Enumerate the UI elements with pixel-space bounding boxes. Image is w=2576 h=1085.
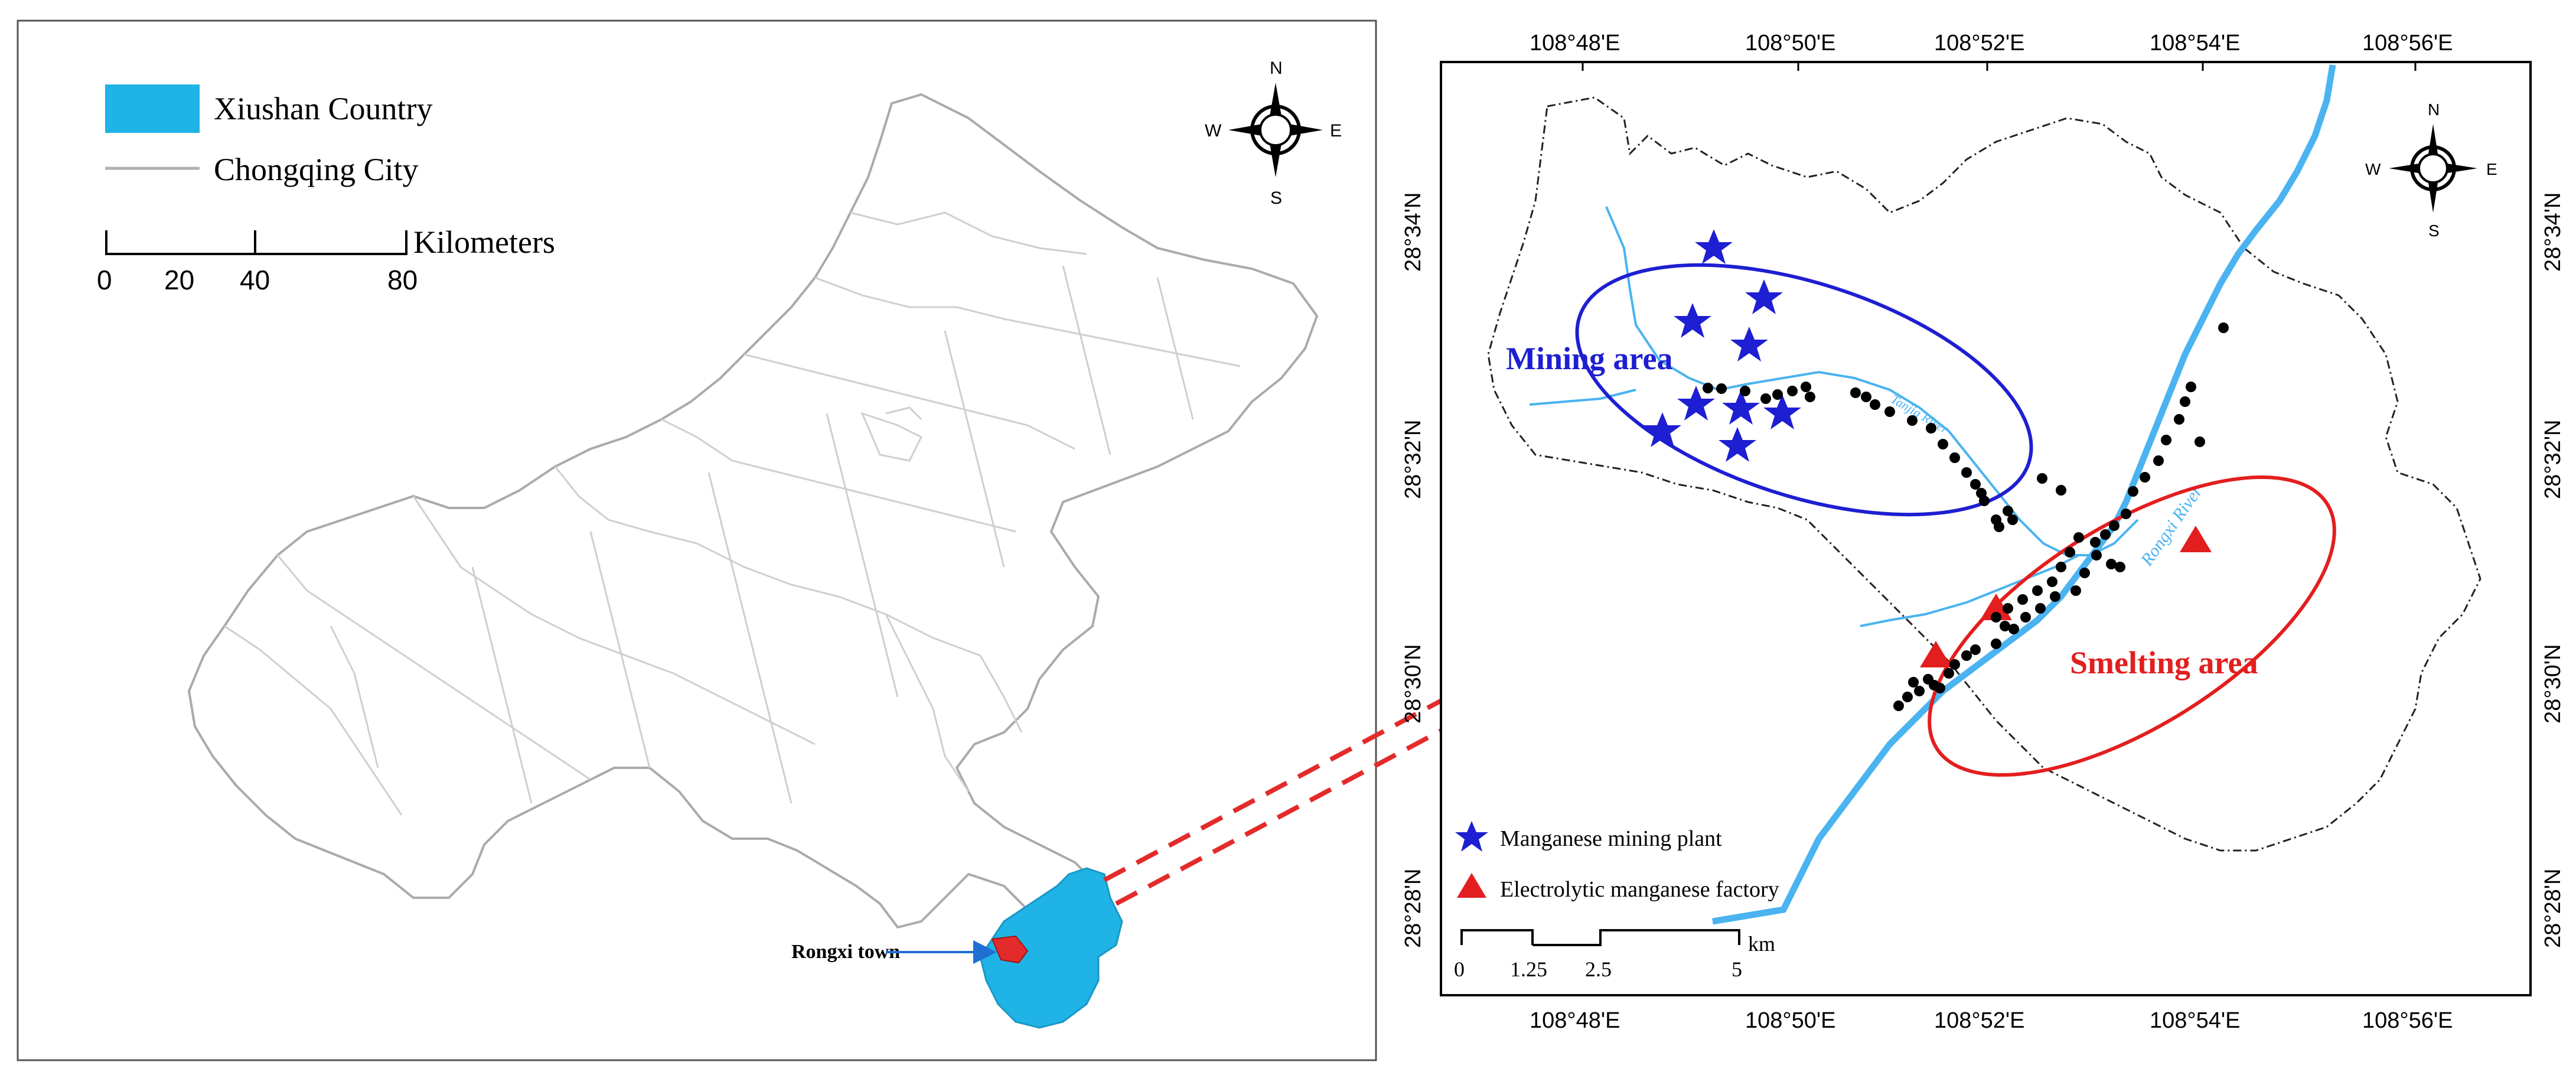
right-scale-bar xyxy=(1460,929,1740,946)
right-north-w: W xyxy=(2365,160,2381,178)
bottom-tick-52: 108°52'E xyxy=(1934,1008,2024,1033)
top-tick-48: 108°48'E xyxy=(1530,31,1620,56)
smelting-area-label: Smelting area xyxy=(2070,645,2258,680)
xiushan-county xyxy=(979,867,1123,1029)
legend-county-swatch xyxy=(105,84,200,133)
legend-star-icon xyxy=(1455,821,1488,852)
mining-plant-star-icon xyxy=(1722,390,1760,425)
bottom-tick-50: 108°50'E xyxy=(1745,1008,1835,1033)
right-tick-34: 28°34'N xyxy=(2541,193,2565,272)
chongqing-district-lines xyxy=(224,211,1241,816)
left-scale-tick-80: 80 xyxy=(387,265,418,295)
mining-plant-star-icon xyxy=(1745,279,1783,314)
rongxi-town-highlight xyxy=(991,935,1029,964)
top-tick-54: 108°54'E xyxy=(2150,31,2240,56)
legend-county-label: Xiushan Country xyxy=(214,91,433,126)
right-scale-tick-0: 0 xyxy=(1454,957,1465,981)
left-north-w: W xyxy=(1205,121,1222,141)
left-tick-32: 28°32'N xyxy=(1401,420,1426,499)
sample-points xyxy=(1703,322,2229,711)
right-scale-tick-5: 5 xyxy=(1732,957,1742,981)
rongxi-river xyxy=(1712,64,2336,925)
left-tick-34: 28°34'N xyxy=(1401,193,1426,272)
mining-area-ellipse xyxy=(1575,263,2033,517)
right-scale-tick-2-5: 2.5 xyxy=(1585,957,1612,981)
left-scale-unit: Kilometers xyxy=(413,224,555,260)
right-north-s: S xyxy=(2428,221,2440,240)
legend-factory-label: Electrolytic manganese factory xyxy=(1500,877,1779,902)
left-north-n: N xyxy=(1270,58,1283,78)
bottom-tick-56: 108°56'E xyxy=(2362,1008,2453,1033)
mining-plant-star-icon xyxy=(1730,327,1768,361)
legend-mining-plant-label: Manganese mining plant xyxy=(1500,826,1722,851)
left-scale-tick-40: 40 xyxy=(240,265,270,295)
left-north-e: E xyxy=(1330,121,1342,141)
mining-plant-star-icon xyxy=(1719,427,1756,462)
top-tick-marks xyxy=(1582,62,2417,71)
chongqing-boundary xyxy=(187,93,1319,929)
tanjia-river xyxy=(1605,206,2139,556)
top-tick-56: 108°56'E xyxy=(2362,31,2453,56)
mining-plant-markers xyxy=(1644,229,1801,462)
mining-plant-star-icon xyxy=(1674,303,1711,338)
top-tick-50: 108°50'E xyxy=(1745,31,1835,56)
factory-triangle-icon xyxy=(1980,594,2012,620)
left-scale-bar xyxy=(105,230,407,255)
mining-plant-star-icon xyxy=(1763,395,1801,429)
mining-plant-star-icon xyxy=(1677,386,1715,421)
right-north-n: N xyxy=(2428,100,2440,119)
right-north-e: E xyxy=(2486,160,2497,178)
factory-markers xyxy=(1920,526,2212,667)
right-scale-tick-1-25: 1.25 xyxy=(1510,957,1547,981)
right-tick-28: 28°28'N xyxy=(2541,869,2565,948)
right-north-arrow-icon xyxy=(2389,124,2477,213)
left-scale-tick-0: 0 xyxy=(97,265,112,295)
top-tick-52: 108°52'E xyxy=(1934,31,2024,56)
study-area-boundary xyxy=(1487,96,2482,852)
bottom-tick-54: 108°54'E xyxy=(2150,1008,2240,1033)
mining-plant-star-icon xyxy=(1695,229,1733,264)
rongxi-town-label: Rongxi town xyxy=(791,941,900,963)
right-map-frame xyxy=(1440,61,2532,996)
left-north-arrow-icon xyxy=(1228,83,1323,177)
mining-plant-star-icon xyxy=(1644,412,1681,447)
left-north-s: S xyxy=(1270,188,1282,208)
right-tick-32: 28°32'N xyxy=(2541,420,2565,499)
legend-city-label: Chongqing City xyxy=(214,152,419,187)
mining-area-label: Mining area xyxy=(1506,341,1673,376)
legend-triangle-icon xyxy=(1457,873,1486,898)
left-tick-28: 28°28'N xyxy=(1401,869,1426,948)
factory-triangle-icon xyxy=(2180,526,2212,552)
left-scale-tick-20: 20 xyxy=(164,265,194,295)
right-tick-30: 28°30'N xyxy=(2541,644,2565,724)
right-scale-unit: km xyxy=(1748,932,1775,956)
bottom-tick-48: 108°48'E xyxy=(1530,1008,1620,1033)
factory-triangle-icon xyxy=(1920,641,1952,667)
left-tick-30: 28°30'N xyxy=(1401,644,1426,724)
